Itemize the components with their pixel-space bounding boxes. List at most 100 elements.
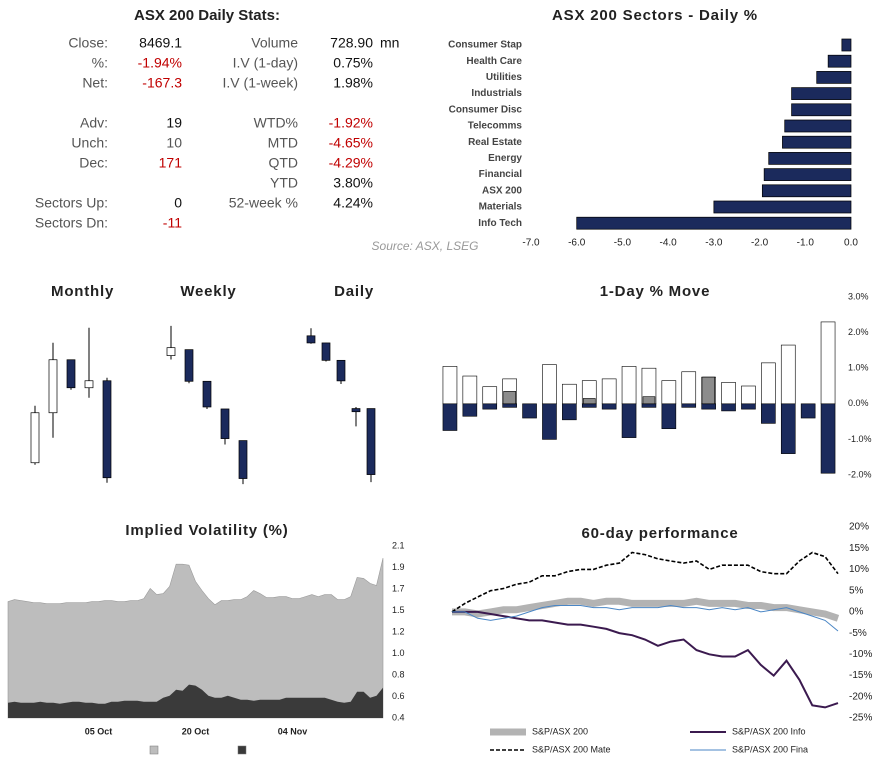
legend-swatch [237,745,247,755]
candle-body [220,408,230,439]
y-tick-label: 0.6 [392,691,405,701]
stat-value: -4.65% [329,135,373,151]
bar [641,403,657,408]
candle-body [202,380,212,408]
y-tick-label: 1.7 [392,583,405,593]
bar [820,403,836,474]
candle-body [102,380,112,479]
bar [542,403,557,440]
candle-body [321,342,331,361]
candle-body [66,359,76,389]
y-tick-label: 0% [849,607,864,618]
stat-label: MTD [268,135,298,151]
y-tick-label: 0.0% [848,398,869,408]
category-label: Energy [488,153,522,164]
candle-body [351,408,361,413]
y-tick-label: -20% [849,691,872,702]
y-tick-label: -10% [849,649,872,660]
panel-title: Weekly [180,283,236,300]
bar [784,119,852,133]
stat-label: Volume [251,35,298,51]
bar [780,344,796,405]
bar [621,403,637,438]
y-tick-label: 15% [849,543,869,554]
candle-body [166,347,176,356]
stat-label: I.V (1-week) [223,75,298,91]
x-tick-label: 0.0 [844,238,858,249]
category-label: Health Care [466,56,522,67]
x-tick-label: -5.0 [614,238,632,249]
bar [462,403,478,417]
bar [661,403,677,430]
stat-unit: mn [380,35,399,51]
legend-label: S&P/ASX 200 Info [732,726,806,736]
bar [502,403,517,408]
bar [791,87,852,100]
x-tick-label: 05 Oct [85,726,113,736]
chart-title: 1-Day % Move [600,283,710,300]
bar [681,371,697,405]
stats-title: ASX 200 Daily Stats: [134,7,280,24]
stat-label: Sectors Up: [35,195,108,211]
chart-title: ASX 200 Sectors - Daily % [552,7,758,24]
x-tick-label: -4.0 [660,238,678,249]
bar [621,366,637,405]
y-tick-label: 1.9 [392,562,405,572]
candle-body [30,412,40,464]
y-tick-label: 20% [849,522,869,533]
bar [601,403,617,410]
category-label: Industrials [471,88,522,99]
y-tick-label: -5% [849,628,867,639]
bar [482,386,498,405]
bar [601,378,617,405]
bar [816,71,852,84]
x-tick-label: 04 Nov [278,726,308,736]
y-tick-label: 5% [849,585,864,596]
candle-body [84,380,94,389]
candle-body [306,335,316,344]
bar [442,366,458,405]
category-label: Financial [479,169,523,180]
y-tick-label: 0.8 [392,669,405,679]
stat-label: Close: [68,35,108,51]
legend-swatch [149,745,159,755]
bar [642,396,656,405]
stat-value: -167.3 [142,75,182,91]
bar [761,362,776,405]
bar [763,168,852,181]
stat-label: Adv: [80,115,108,131]
chart-title: 60-day performance [582,525,739,542]
y-tick-label: 1.0 [392,648,405,658]
bar [721,382,736,405]
bar [721,403,736,412]
bar [800,403,816,419]
line [452,610,839,709]
stat-value: -1.92% [329,115,373,131]
bar [741,403,756,410]
chart-title: Implied Volatility (%) [125,522,288,539]
bar [820,321,836,405]
bar [522,403,537,419]
y-tick-label: 3.0% [848,291,869,301]
candle-body [336,359,346,382]
bar [827,54,852,68]
stat-label: WTD% [254,115,298,131]
stat-label: Net: [82,75,108,91]
bar [702,376,715,405]
bar [681,403,697,408]
stat-value: 19 [166,115,182,131]
y-tick-label: 2.1 [392,540,405,550]
panel-title: Daily [334,283,374,300]
legend-label: S&P/ASX 200 Mate [532,744,611,754]
stat-label: Unch: [71,135,108,151]
legend-label: S&P/ASX 200 Fina [732,744,808,754]
bar [482,403,498,410]
y-tick-label: 1.2 [392,626,405,636]
x-tick-label: -6.0 [568,238,586,249]
y-tick-label: -15% [849,670,872,681]
bar [503,391,516,405]
candle-body [366,408,376,475]
category-label: Info Tech [478,218,522,229]
bar [576,216,852,230]
stat-value: 171 [159,155,183,171]
